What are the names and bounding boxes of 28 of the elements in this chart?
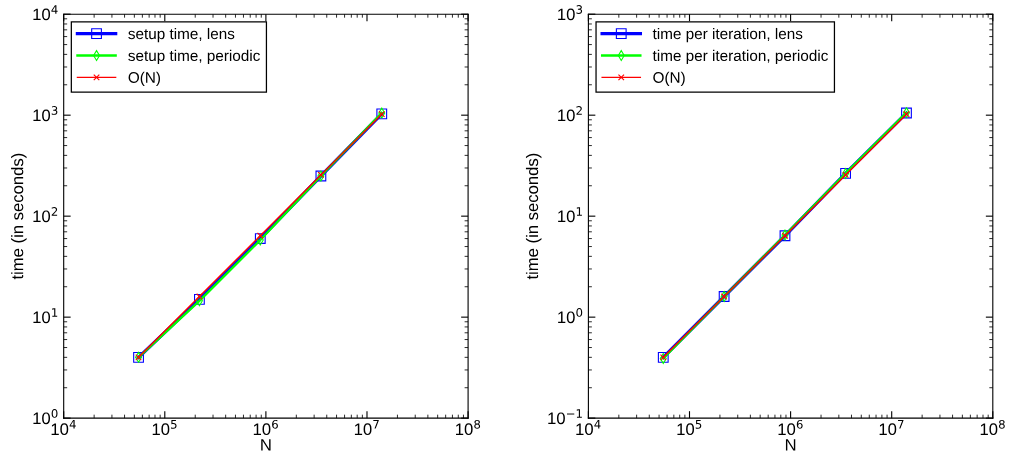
y-tick-label: 10$^{0}$ <box>558 308 583 324</box>
x-tick-label: 10$^{8}$ <box>456 419 481 436</box>
y-tick-label: 10$^{3}$ <box>33 106 58 122</box>
x-tick-label: 10$^{6}$ <box>778 419 803 436</box>
x-tick-label: 10$^{7}$ <box>879 420 904 436</box>
legend-label: time per iteration, lens <box>652 27 803 43</box>
x-tick-label: 10$^{5}$ <box>677 420 702 436</box>
x-tick-label: 10$^{4}$ <box>51 420 76 436</box>
x-tick-label: 10$^{4}$ <box>576 420 601 436</box>
y-axis-title: time (in seconds) <box>525 153 542 280</box>
y-tick-label: 10$^{2}$ <box>558 106 582 122</box>
x-tick-label: 10$^{8}$ <box>980 419 1005 436</box>
x-tick-label: 10$^{6}$ <box>253 419 278 436</box>
legend-label: setup time, periodic <box>128 49 260 65</box>
legend-label: time per iteration, periodic <box>652 49 828 65</box>
x-axis-title: N <box>785 439 796 451</box>
x-axis-title: N <box>261 439 271 451</box>
y-axis-title: time (in seconds) <box>11 153 27 280</box>
legend-label: O(N) <box>128 71 160 86</box>
x-tick-label: 10$^{7}$ <box>354 420 379 436</box>
legend-label: O(N) <box>653 71 685 86</box>
y-tick-label: 10$^{3}$ <box>558 5 583 21</box>
y-tick-label: 10$^{4}$ <box>33 5 58 21</box>
y-tick-label: 10$^{2}$ <box>33 207 58 223</box>
legend-label: setup time, lens <box>128 27 235 43</box>
y-tick-label: 10$^{1}$ <box>33 308 58 324</box>
x-tick-label: 10$^{5}$ <box>152 420 177 436</box>
y-tick-label: 10$^{1}$ <box>558 207 582 223</box>
